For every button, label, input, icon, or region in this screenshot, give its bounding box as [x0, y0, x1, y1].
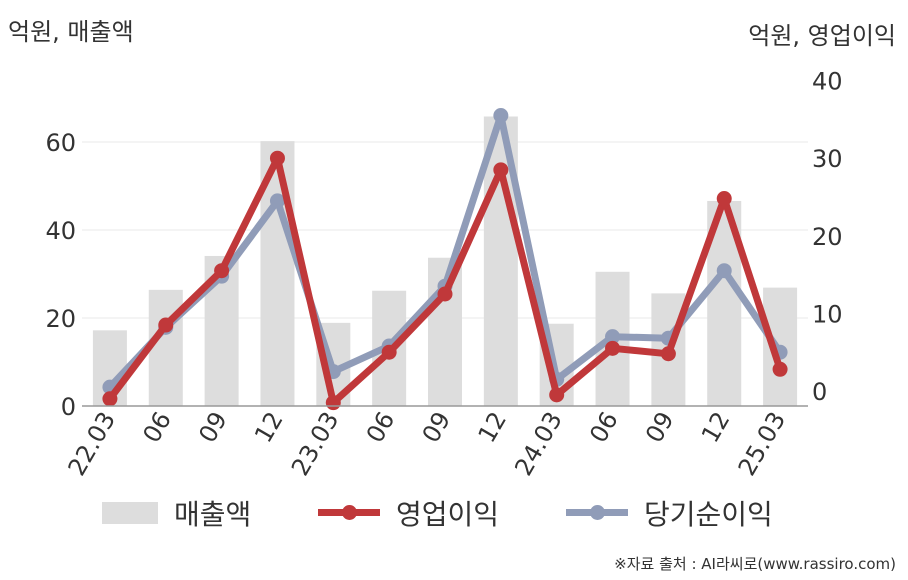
legend-item-op: 영업이익: [318, 490, 499, 536]
sales-bar: [148, 289, 183, 406]
x-tick-label: 06: [137, 407, 177, 447]
right-tick-label: 40: [812, 68, 843, 96]
net-point: [493, 108, 509, 124]
op-point: [269, 150, 285, 166]
op-point: [437, 286, 453, 302]
op-point: [549, 387, 565, 403]
op-point: [660, 346, 676, 362]
x-tick-label: 24.03: [509, 407, 568, 481]
legend-swatch-net: [566, 502, 628, 524]
x-tick-label: 09: [417, 407, 457, 447]
left-tick-label: 60: [45, 129, 76, 157]
legend-label-op: 영업이익: [396, 498, 500, 531]
sales-bars: [92, 116, 798, 406]
legend-label-sales: 매출액: [174, 498, 252, 531]
right-axis-unit: 억원, 영업이익: [748, 22, 896, 50]
right-tick-label: 0: [812, 378, 827, 406]
x-tick-label: 12: [473, 407, 513, 447]
legend-swatch-op: [318, 502, 380, 524]
left-tick-label: 20: [45, 305, 76, 333]
x-tick-label: 09: [640, 407, 680, 447]
x-tick-label: 23.03: [286, 407, 345, 481]
x-tick-label: 25.03: [733, 407, 792, 481]
right-tick-label: 10: [812, 300, 843, 328]
line-series: [102, 108, 788, 411]
x-tick-label: 06: [361, 407, 401, 447]
x-tick-label: 12: [249, 407, 289, 447]
op-point: [325, 395, 341, 411]
legend-item-sales: 매출액: [102, 490, 251, 536]
left-tick-label: 0: [61, 393, 76, 421]
x-tick-label: 09: [193, 407, 233, 447]
net-point: [605, 329, 621, 345]
op-point: [214, 263, 230, 279]
op-point: [158, 317, 174, 333]
op-point: [381, 344, 397, 360]
legend-item-net: 당기순이익: [566, 490, 773, 536]
left-tick-label: 40: [45, 217, 76, 245]
legend-label-net: 당기순이익: [644, 498, 773, 531]
right-tick-label: 20: [812, 223, 843, 251]
op-point: [493, 162, 509, 178]
op-point: [605, 340, 621, 356]
net-point: [269, 193, 285, 209]
legend-swatch-sales: [102, 502, 158, 524]
op-point: [772, 361, 788, 377]
x-tick-label: 06: [584, 407, 624, 447]
op-point: [102, 391, 118, 407]
op-point: [716, 191, 732, 207]
right-tick-label: 30: [812, 145, 843, 173]
legend: 매출액 영업이익 당기순이익: [0, 490, 908, 540]
x-tick-label: 12: [696, 407, 736, 447]
source-note: ※자료 출처 : AI라씨로(www.rassiro.com): [614, 555, 896, 573]
net-point: [716, 263, 732, 279]
left-axis-unit: 억원, 매출액: [8, 18, 134, 46]
